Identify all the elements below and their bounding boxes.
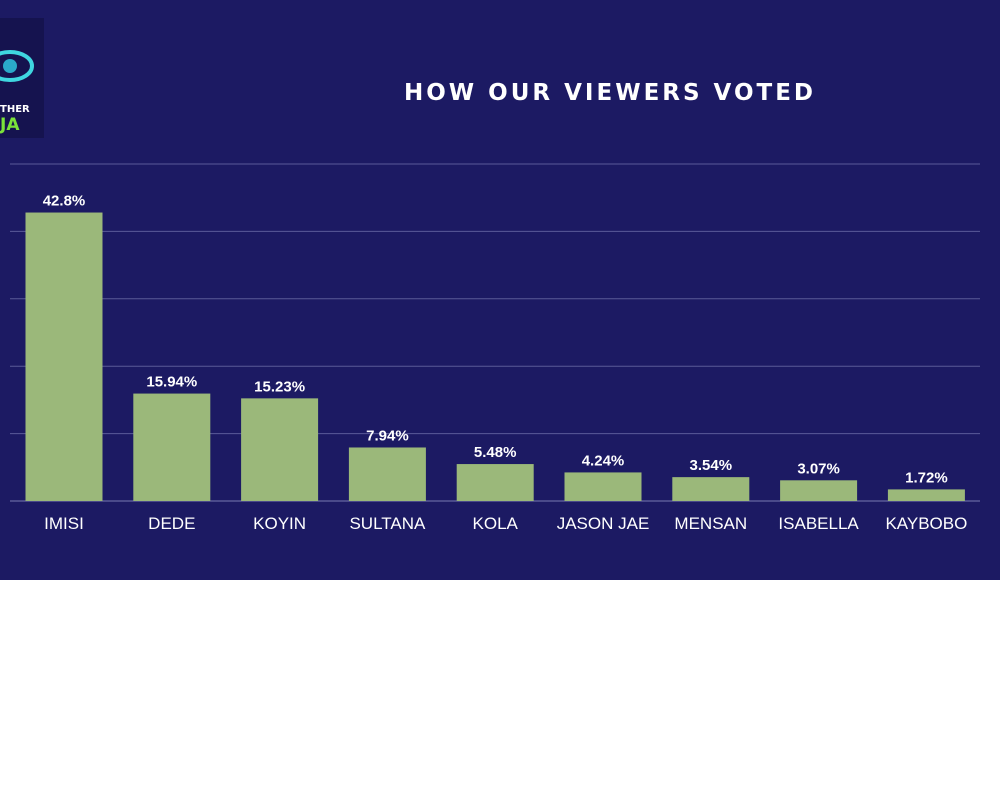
category-label: KOYIN bbox=[253, 514, 306, 533]
bar-jason-jae bbox=[564, 472, 642, 501]
bar-chart: 42.8% 15.94% 15.23% 7.94% 5.48% 4.24% 3.54% 3.0… bbox=[0, 0, 1000, 580]
value-label: 3.54% bbox=[690, 457, 733, 474]
category-label: DEDE bbox=[148, 514, 195, 533]
category-labels: IMISI DEDE KOYIN SULTANA KOLA JASON JAE MENSAN… bbox=[44, 514, 967, 533]
bar-kaybobo bbox=[887, 489, 965, 501]
category-label: KOLA bbox=[473, 514, 519, 533]
category-label: SULTANA bbox=[349, 514, 426, 533]
value-label: 15.23% bbox=[254, 378, 305, 395]
value-labels: 42.8% 15.94% 15.23% 7.94% 5.48% 4.24% 3.54% 3.0… bbox=[43, 193, 948, 487]
value-label: 4.24% bbox=[582, 452, 625, 469]
bars bbox=[25, 212, 965, 501]
value-label: 15.94% bbox=[146, 374, 197, 391]
bar-imisi bbox=[25, 212, 103, 501]
eye-logo-icon: THER JA bbox=[0, 18, 44, 138]
show-logo: THER JA bbox=[0, 18, 44, 138]
bar-koyin bbox=[241, 398, 319, 501]
category-label: ISABELLA bbox=[778, 514, 859, 533]
category-label: JASON JAE bbox=[557, 514, 650, 533]
bar-dede bbox=[133, 393, 211, 501]
chart-title: HOW OUR VIEWERS VOTED bbox=[404, 80, 816, 106]
category-label: KAYBOBO bbox=[885, 514, 967, 533]
value-label: 1.72% bbox=[905, 469, 948, 486]
logo-text-line1: THER bbox=[0, 104, 30, 115]
bar-mensan bbox=[672, 477, 750, 501]
value-label: 42.8% bbox=[43, 193, 86, 210]
bar-sultana bbox=[348, 447, 426, 501]
category-label: IMISI bbox=[44, 514, 84, 533]
value-label: 5.48% bbox=[474, 444, 517, 461]
value-label: 7.94% bbox=[366, 427, 409, 444]
chart-panel: 42.8% 15.94% 15.23% 7.94% 5.48% 4.24% 3.54% 3.0… bbox=[0, 0, 1000, 580]
bar-kola bbox=[456, 464, 534, 501]
bar-isabella bbox=[780, 480, 858, 501]
category-label: MENSAN bbox=[674, 514, 747, 533]
value-label: 3.07% bbox=[797, 460, 840, 477]
logo-text-line2: JA bbox=[0, 115, 20, 135]
